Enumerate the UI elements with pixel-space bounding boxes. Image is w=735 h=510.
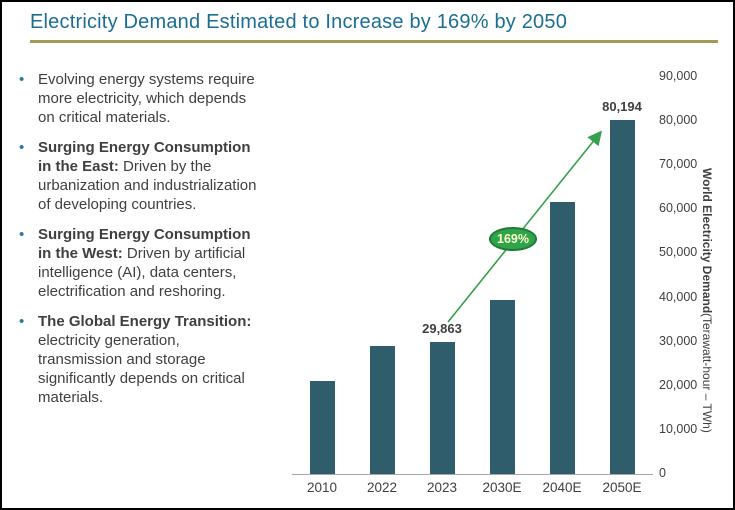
bullet-text: Driven by the urbanization and industria… — [38, 158, 257, 213]
bullet-text: Driven by artificial intelligence (AI), … — [38, 245, 246, 300]
bar-chart: 29,863 80,194 2010 2022 2023 2030E 2040E 2050E… — [287, 60, 733, 508]
bar-2010 — [309, 381, 335, 474]
bar-2023 — [429, 342, 455, 474]
y-axis-title: World Electricity Demand (Terawatt-hour … — [700, 115, 714, 485]
y-tick-70000: 70,000 — [659, 157, 698, 172]
bullet-item-1: • Evolving energy systems require more el… — [16, 70, 278, 127]
x-axis-line — [292, 474, 653, 475]
bullet-marker-icon: • — [19, 139, 25, 156]
bar-value-label: 80,194 — [602, 99, 642, 114]
x-tick-2030E: 2030E — [482, 480, 522, 495]
bullet-marker-icon: • — [19, 71, 25, 88]
bullet-bold-text: The Global Energy Transition: — [38, 313, 252, 330]
bar-2022 — [369, 346, 395, 474]
y-tick-30000: 30,000 — [659, 333, 698, 348]
bullet-bold-text: Surging Energy Consumption in the East: — [38, 139, 251, 175]
page-title: Electricity Demand Estimated to Increase… — [30, 11, 568, 33]
x-tick-2023: 2023 — [426, 480, 458, 495]
bullet-item-2: • Surging Energy Consumption in the East:… — [16, 138, 278, 214]
y-tick-0: 0 — [659, 466, 666, 480]
bullet-bold-text: Surging Energy Consumption in the West: — [38, 226, 251, 262]
growth-badge-label: 169% — [497, 232, 529, 246]
bullet-marker-icon: • — [19, 313, 25, 330]
bullet-text: electricity generation, transmission and… — [38, 332, 245, 406]
bar-2040E — [549, 202, 575, 474]
y-tick-40000: 40,000 — [659, 289, 698, 304]
y-axis-title-unit: (Terawatt-hour – TWh) — [700, 312, 714, 433]
y-tick-90000: 90,000 — [659, 69, 698, 83]
y-axis-title-bold: World Electricity Demand — [700, 167, 714, 313]
x-tick-2050E: 2050E — [602, 480, 642, 495]
bullet-item-4: • The Global Energy Transition: electrici… — [16, 312, 278, 407]
bullet-item-3: • Surging Energy Consumption in the West:… — [16, 225, 278, 301]
bullet-marker-icon: • — [19, 226, 25, 243]
x-tick-2022: 2022 — [366, 480, 398, 495]
x-tick-2010: 2010 — [306, 480, 338, 495]
bar-2030E — [489, 300, 515, 474]
title-divider — [30, 40, 718, 43]
x-tick-2040E: 2040E — [542, 480, 582, 495]
y-tick-20000: 20,000 — [659, 377, 698, 392]
growth-badge: 169% — [489, 227, 537, 251]
y-tick-50000: 50,000 — [659, 245, 698, 260]
bar-value-label: 29,863 — [422, 321, 462, 336]
y-tick-80000: 80,000 — [659, 113, 698, 128]
y-tick-10000: 10,000 — [659, 421, 698, 436]
bullet-text: Evolving energy systems require more ele… — [38, 71, 255, 126]
bullet-list: • Evolving energy systems require more el… — [16, 70, 278, 418]
bar-2050E — [609, 120, 635, 474]
y-tick-60000: 60,000 — [659, 201, 698, 216]
